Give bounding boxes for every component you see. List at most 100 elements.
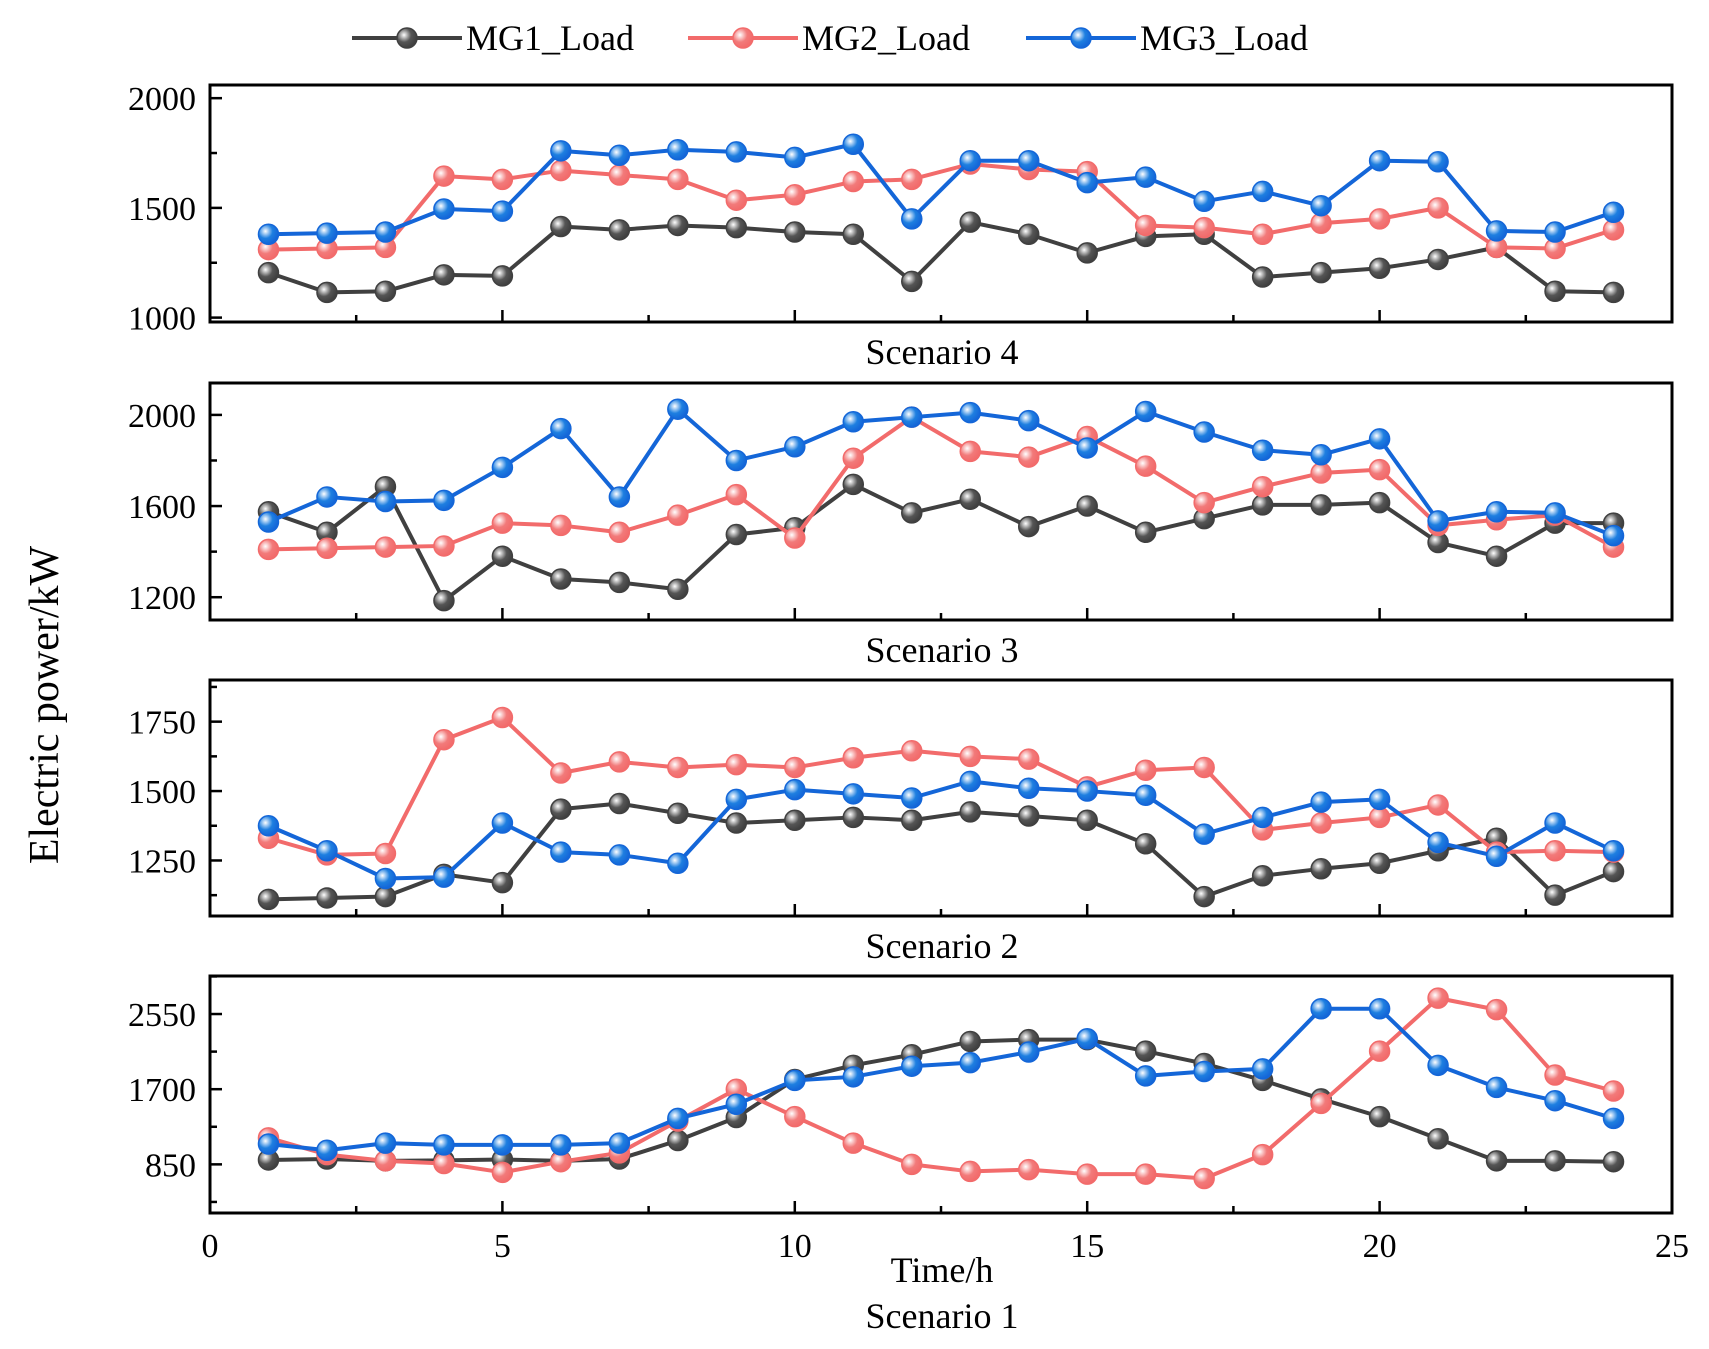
data-point [667,852,689,874]
data-point [725,449,748,472]
data-point [316,537,338,559]
data-point [959,211,981,233]
data-point [1368,1040,1391,1062]
data-point [667,756,689,779]
data-point [374,490,397,513]
data-point [1017,409,1040,432]
data-point [901,168,923,191]
panel-scenario-1: 850 1700 2550 Scenario 1 0 5 10 15 20 25 [128,974,1689,1336]
data-point [491,1134,514,1156]
data-point [1602,1150,1625,1173]
data-point [842,1132,865,1154]
data-point [316,840,338,862]
y-tick-label: 1000 [128,301,196,338]
data-point [842,473,865,496]
data-point [667,168,689,191]
data-point [1076,1028,1098,1050]
data-point [725,788,748,811]
data-point [784,1069,806,1092]
data-point [374,536,397,558]
y-tick-label: 1250 [128,843,196,880]
data-point [491,456,514,479]
data-point [257,223,280,245]
data-point [1251,475,1274,498]
series-mg3-load [257,997,1625,1161]
data-point [901,270,923,293]
data-point [1427,1127,1449,1150]
data-point [1544,812,1566,834]
data-point [550,215,572,238]
data-point [784,183,806,206]
data-point [842,806,865,829]
data-point [1602,281,1625,304]
panel-title: Scenario 1 [866,1296,1019,1336]
data-point [1134,400,1157,423]
series-line [268,162,1615,252]
legend-item-mg3-load: MG3_Load [1026,18,1308,58]
data-point [374,1132,397,1154]
data-point [1134,521,1157,544]
data-point [491,812,514,834]
data-point [433,535,455,557]
data-point [784,1105,806,1128]
data-point [491,1161,514,1184]
data-point [901,208,923,230]
data-point [316,486,338,508]
data-point [1193,885,1215,908]
data-point [608,219,631,241]
data-point [1076,242,1098,264]
series-line [267,996,1615,1181]
data-point [1544,502,1566,524]
panel-title: Scenario 4 [866,332,1019,372]
data-point [1427,1054,1449,1077]
y-tick-label: 1200 [128,580,196,617]
data-point [1368,458,1391,481]
data-point [1193,421,1215,443]
series-mg3-load [257,398,1625,547]
x-tick-label: 5 [494,1228,511,1265]
legend-marker [1070,27,1092,49]
data-point [608,521,631,544]
data-point [1310,494,1332,516]
data-point [433,728,455,751]
data-point [316,281,338,304]
data-point [1134,1065,1157,1087]
data-point [1310,791,1332,813]
data-point [784,756,806,779]
data-point [1544,1064,1566,1086]
data-point [1427,197,1449,219]
data-point [1368,428,1391,450]
data-point [1134,455,1157,477]
data-point [901,740,923,762]
x-tick-label: 15 [1070,1228,1104,1265]
data-point [667,802,689,825]
data-point [725,812,748,834]
data-point [491,512,514,534]
series-mg2-load [257,153,1625,261]
y-tick-label: 1500 [128,774,196,811]
data-point [550,514,572,537]
panel-title: Scenario 2 [866,926,1019,966]
data-point [1310,997,1332,1020]
data-point [959,770,981,793]
data-point [374,885,397,908]
data-point [1193,1060,1215,1083]
data-point [491,871,514,894]
data-point [491,168,514,191]
series-line [267,715,1614,857]
data-point [784,809,806,831]
data-point [784,778,806,801]
data-point [784,436,806,458]
data-point [1602,860,1625,883]
data-point [1310,194,1332,217]
data-point [1427,794,1449,816]
data-point [1602,1107,1625,1130]
data-point [1251,266,1274,288]
plot-frame [208,974,1674,1215]
data-point [1251,1143,1274,1166]
data-point [1076,171,1098,194]
data-point [1427,510,1449,532]
data-point [1427,987,1449,1009]
data-point [1134,1040,1157,1062]
